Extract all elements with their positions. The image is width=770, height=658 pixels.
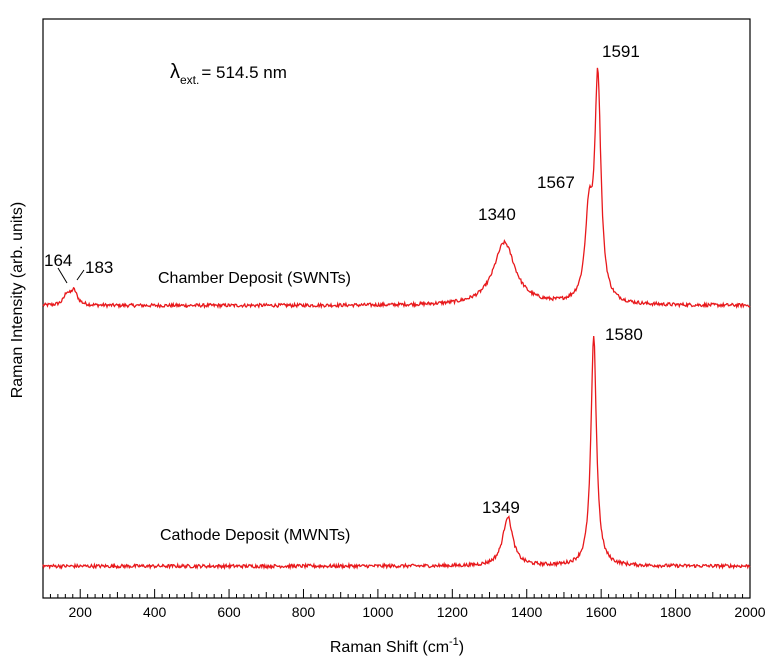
x-tick-label: 1000 — [362, 604, 393, 620]
series-label-mwnt: Cathode Deposit (MWNTs) — [160, 527, 350, 544]
x-tick-label: 400 — [143, 604, 167, 620]
series-line-swnt — [43, 68, 750, 307]
peak-label-1591: 1591 — [602, 42, 640, 61]
peak-label-1580: 1580 — [605, 325, 643, 344]
x-tick-labels: 200 400 600 800 1000 1200 1400 1600 1800 2000 — [69, 604, 766, 620]
plot-frame — [43, 19, 750, 598]
x-tick-label: 200 — [69, 604, 93, 620]
y-axis-title: Raman Intensity (arb. units) — [9, 202, 26, 399]
peak-label-1349: 1349 — [482, 498, 520, 517]
series-label-swnt: Chamber Deposit (SWNTs) — [158, 270, 351, 287]
x-tick-label: 2000 — [734, 604, 765, 620]
peak-leader-164 — [58, 268, 67, 283]
x-tick-label: 800 — [292, 604, 316, 620]
x-axis-title: Raman Shift (cm-1) — [330, 636, 464, 656]
x-tick-label: 1800 — [660, 604, 691, 620]
series-line-mwnt — [43, 336, 750, 568]
x-tick-label: 1400 — [511, 604, 542, 620]
peak-label-183: 183 — [85, 258, 113, 277]
excitation-label: λext. = 514.5 nm — [170, 61, 287, 87]
x-ticks — [43, 589, 750, 598]
series-lines — [43, 68, 750, 568]
x-tick-label: 1600 — [586, 604, 617, 620]
peak-label-164: 164 — [44, 251, 72, 270]
peak-label-1567: 1567 — [537, 173, 575, 192]
peak-leader-183 — [77, 270, 84, 280]
peak-label-1340: 1340 — [478, 205, 516, 224]
x-tick-label: 1200 — [437, 604, 468, 620]
x-tick-label: 600 — [217, 604, 241, 620]
